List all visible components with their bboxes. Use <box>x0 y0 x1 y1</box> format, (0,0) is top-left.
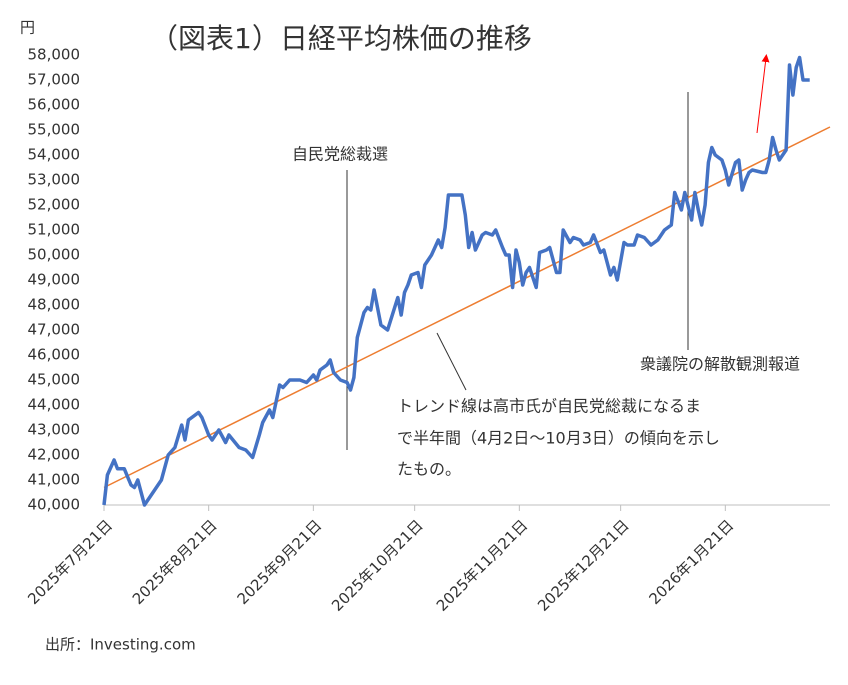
x-tick-label: 2026年1月21日 <box>646 516 738 608</box>
y-tick-label: 43,000 <box>28 421 81 439</box>
y-tick-label: 58,000 <box>28 46 81 64</box>
y-tick-label: 42,000 <box>28 446 81 464</box>
y-unit: 円 <box>20 19 35 37</box>
chart-title: （図表1）日経平均株価の推移 <box>150 22 532 55</box>
source: 出所：Investing.com <box>45 636 196 654</box>
trend-note: たもの。 <box>397 460 461 479</box>
y-tick-label: 47,000 <box>28 321 81 339</box>
y-tick-label: 41,000 <box>28 471 81 489</box>
x-tick-label: 2025年9月21日 <box>234 516 326 608</box>
x-tick-label: 2025年8月21日 <box>129 516 221 608</box>
y-tick-label: 56,000 <box>28 96 81 114</box>
annotation: 衆議院の解散観測報道 <box>640 355 800 374</box>
x-tick-label: 2025年11月21日 <box>433 516 532 615</box>
series-line <box>103 126 831 489</box>
note-leader <box>436 332 467 391</box>
y-tick-label: 54,000 <box>28 146 81 164</box>
trend-note: トレンド線は高市氏が自民党総裁になるま <box>397 397 701 416</box>
y-tick-label: 44,000 <box>28 396 81 414</box>
y-tick-label: 53,000 <box>28 171 81 189</box>
y-tick-label: 51,000 <box>28 221 81 239</box>
x-tick-label: 2025年7月21日 <box>24 516 116 608</box>
y-tick-label: 46,000 <box>28 346 81 364</box>
y-tick-label: 55,000 <box>28 121 81 139</box>
y-tick-label: 57,000 <box>28 71 81 89</box>
series-line <box>102 55 810 507</box>
trend-note: で半年間（4月2日～10月3日）の傾向を示し <box>397 429 720 448</box>
y-tick-label: 40,000 <box>28 496 81 514</box>
y-tick-label: 50,000 <box>28 246 81 264</box>
y-tick-label: 45,000 <box>28 371 81 389</box>
x-tick-label: 2025年12月21日 <box>534 516 633 615</box>
y-tick-label: 48,000 <box>28 296 81 314</box>
annotation: 自民党総裁選 <box>292 145 388 164</box>
y-tick-label: 49,000 <box>28 271 81 289</box>
arrow <box>756 54 770 134</box>
y-tick-label: 52,000 <box>28 196 81 214</box>
x-tick-label: 2025年10月21日 <box>328 516 427 615</box>
